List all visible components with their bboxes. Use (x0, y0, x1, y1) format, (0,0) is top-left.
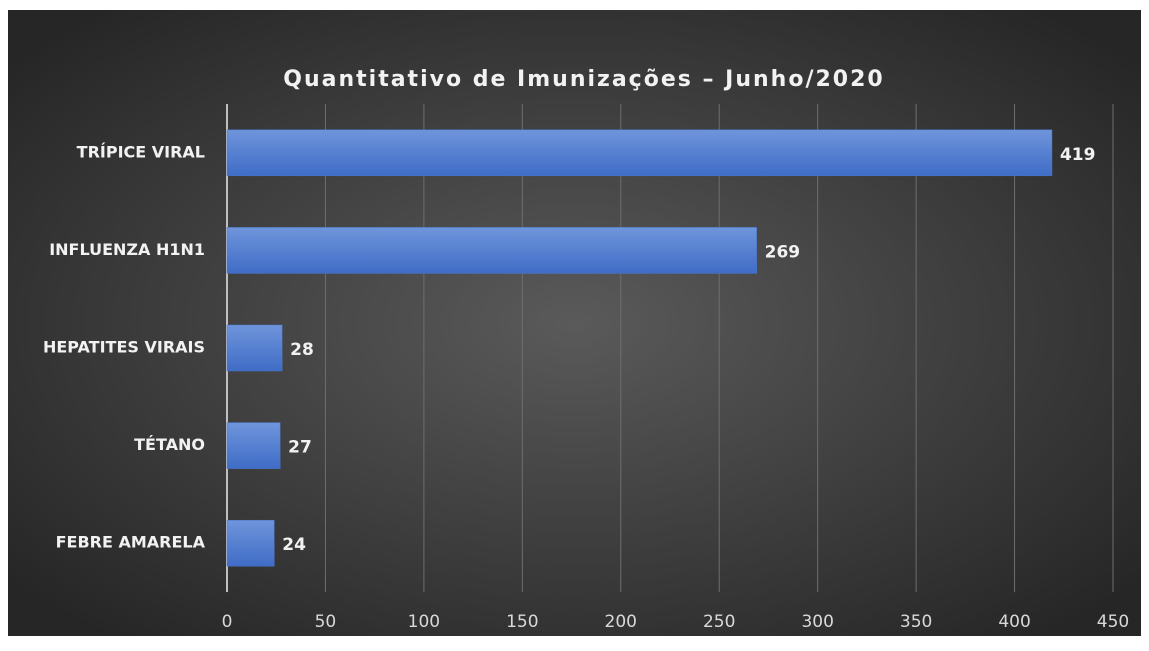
data-label: 419 (1060, 145, 1096, 165)
data-label: 28 (290, 340, 314, 360)
x-tick-label: 200 (605, 612, 637, 632)
y-tick-label: TÉTANO (134, 435, 205, 454)
bar (226, 422, 281, 469)
x-tick-label: 250 (703, 612, 735, 632)
bar (226, 519, 275, 567)
x-tick-label: 50 (315, 612, 337, 632)
data-label: 27 (288, 438, 312, 458)
y-tick-label: HEPATITES VIRAIS (43, 338, 205, 357)
x-tick-label: 100 (408, 612, 440, 632)
data-label: 269 (765, 242, 801, 262)
y-tick-label: TRÍPICE VIRAL (77, 142, 205, 161)
chart-title: Quantitativo de Imunizações – Junho/2020 (283, 67, 884, 92)
bar (226, 324, 283, 372)
x-tick-label: 0 (222, 612, 233, 632)
y-tick-label: FEBRE AMARELA (56, 533, 206, 552)
x-tick-label: 400 (998, 612, 1030, 632)
data-label: 24 (282, 535, 306, 555)
bar (226, 129, 1053, 177)
chart-background (8, 10, 1141, 636)
x-tick-label: 450 (1097, 612, 1129, 632)
x-tick-label: 350 (900, 612, 932, 632)
x-tick-label: 300 (801, 612, 833, 632)
x-tick-label: 150 (506, 612, 538, 632)
y-tick-label: INFLUENZA H1N1 (49, 240, 205, 259)
bar (226, 227, 757, 274)
